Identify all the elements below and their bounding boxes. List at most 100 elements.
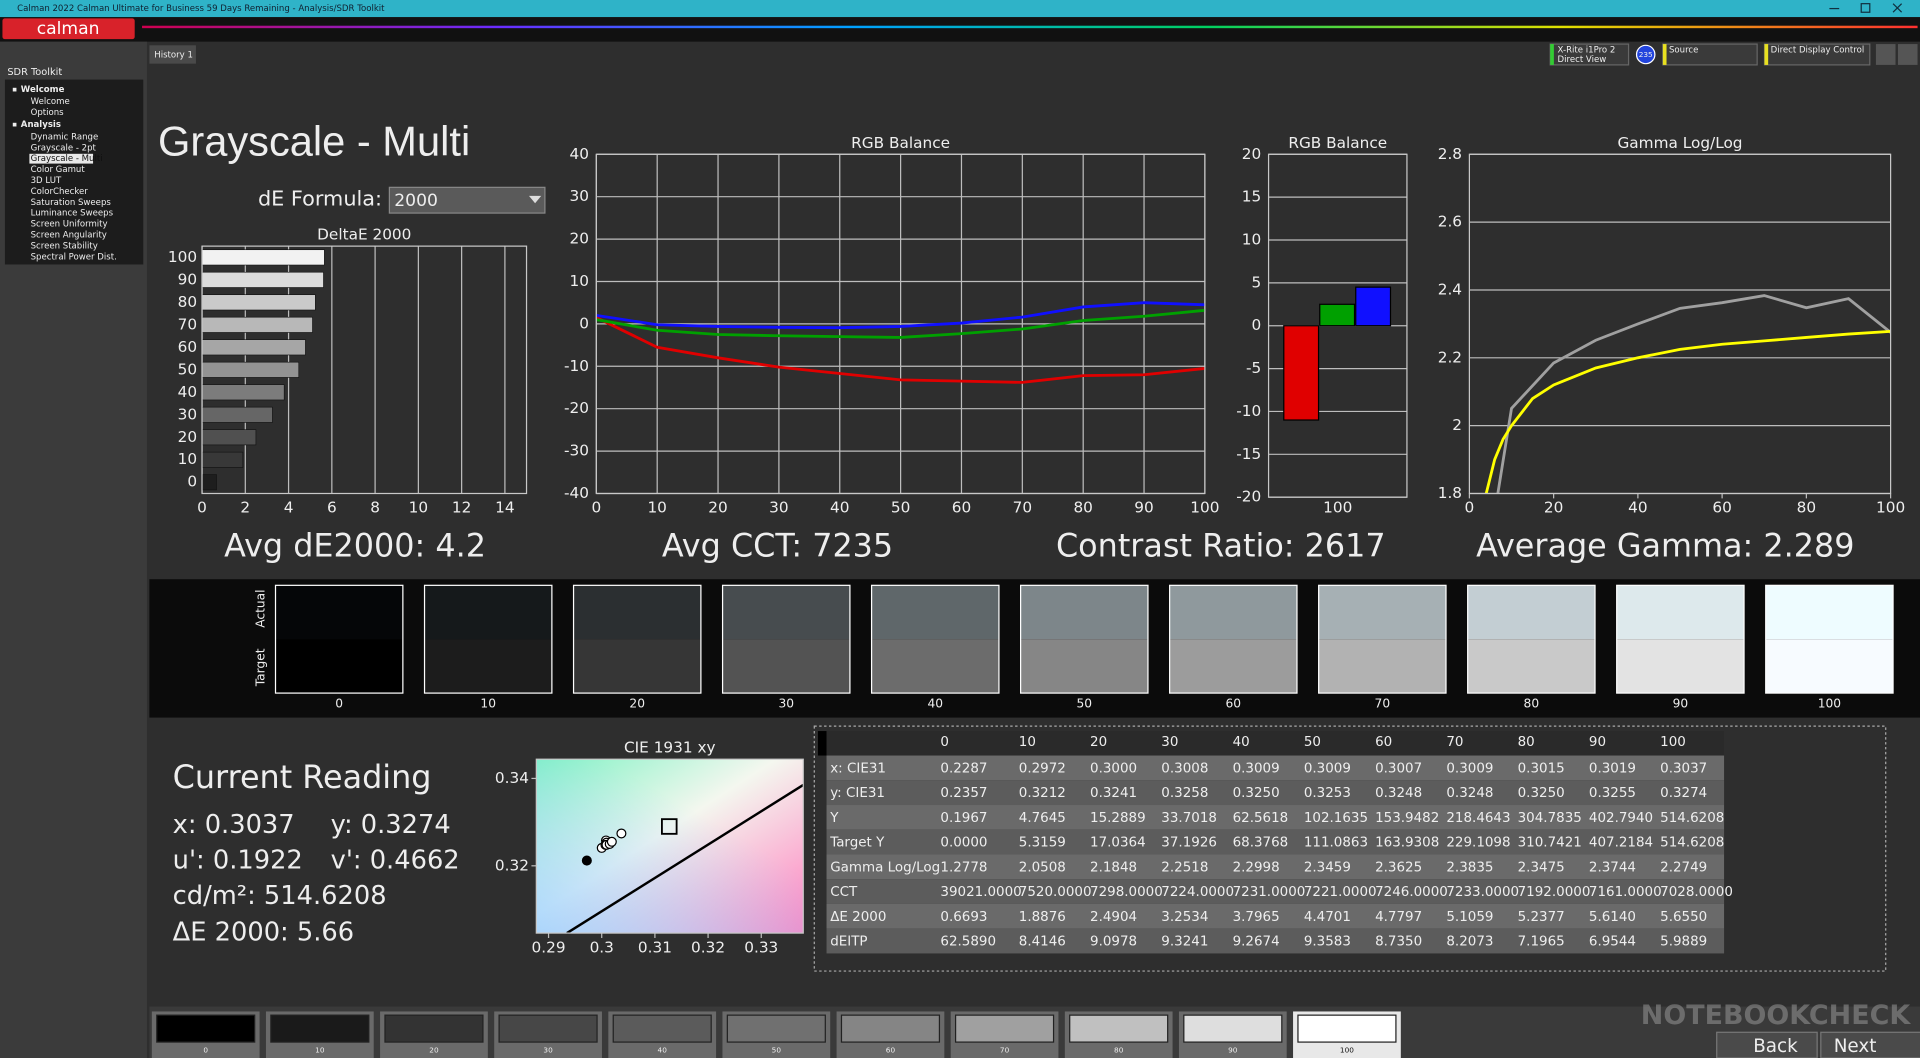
x-tick-label: 0.31 bbox=[638, 938, 672, 956]
swatch-row-label: Target bbox=[253, 648, 267, 687]
tab[interactable] bbox=[149, 45, 196, 64]
x-tick-label: 40 bbox=[1628, 499, 1647, 517]
table-cell: 2.2749 bbox=[1660, 860, 1707, 875]
swatch-border bbox=[870, 584, 1000, 694]
window-controls[interactable] bbox=[1829, 3, 1903, 13]
settings-button[interactable] bbox=[1897, 44, 1918, 65]
swatch-target bbox=[1765, 639, 1894, 694]
tree-group[interactable]: Analysis bbox=[21, 120, 61, 130]
table-cell: 7246.0000 bbox=[1375, 885, 1448, 900]
y-tick-label: 20 bbox=[1242, 145, 1261, 163]
tree-item[interactable]: Options bbox=[31, 108, 65, 118]
y-tick-label: 2 bbox=[1452, 416, 1462, 434]
chart-title: CIE 1931 xy bbox=[624, 739, 716, 757]
x-tick-label: 14 bbox=[495, 499, 514, 517]
de-formula-value: 2000 bbox=[394, 191, 438, 211]
table-header: 30 bbox=[1161, 735, 1178, 750]
table-cell: 0.3248 bbox=[1446, 786, 1493, 801]
settings-button[interactable] bbox=[1875, 44, 1896, 65]
plot-area bbox=[1469, 154, 1891, 494]
table-cell: 2.4904 bbox=[1090, 910, 1137, 925]
logo-button[interactable] bbox=[2, 18, 135, 40]
swatch-label: 80 bbox=[1524, 697, 1540, 711]
table-row-label: dEITP bbox=[830, 935, 867, 950]
x-tick-label: 50 bbox=[891, 499, 910, 517]
plot-frame bbox=[1468, 153, 1892, 495]
table-cell: 0.3255 bbox=[1589, 786, 1636, 801]
swatch-actual bbox=[722, 585, 850, 640]
rainbow-line bbox=[142, 25, 1918, 29]
tree-item[interactable]: Spectral Power Dist. bbox=[31, 252, 117, 262]
source-label: Source bbox=[1669, 46, 1698, 56]
table-cell: 407.2184 bbox=[1589, 836, 1653, 851]
swatch-label: 60 bbox=[1226, 697, 1242, 711]
table-row-label: Target Y bbox=[829, 836, 885, 851]
de-formula-dropdown[interactable] bbox=[388, 186, 546, 214]
sidebar-title: SDR Toolkit bbox=[7, 67, 62, 78]
bar bbox=[201, 339, 306, 356]
tree-item[interactable]: Screen Stability bbox=[31, 241, 98, 251]
tree-item[interactable]: Grayscale - 2pt bbox=[31, 143, 97, 153]
bar bbox=[201, 451, 244, 468]
table-row-label: CCT bbox=[830, 885, 858, 900]
swatch-label: 30 bbox=[778, 697, 794, 711]
table-cell: 68.3768 bbox=[1233, 836, 1289, 851]
patch-label: 80 bbox=[1114, 1046, 1124, 1055]
table-frame bbox=[813, 725, 1887, 972]
x-tick-label: 10 bbox=[647, 499, 666, 517]
y-tick-label: 30 bbox=[178, 405, 197, 423]
tree-item[interactable]: Grayscale - Multi bbox=[31, 154, 103, 164]
table-cell: 0.3019 bbox=[1589, 761, 1636, 776]
y-tick-label: 70 bbox=[178, 315, 197, 333]
swatch-border bbox=[1467, 584, 1596, 694]
x-tick-label: 0 bbox=[591, 499, 601, 517]
table-header: 80 bbox=[1518, 735, 1535, 750]
table-cell: 514.6208 bbox=[1660, 836, 1724, 851]
tree-item[interactable]: ColorChecker bbox=[31, 187, 89, 197]
menu-bar bbox=[0, 17, 1920, 42]
tree-item[interactable]: Color Gamut bbox=[31, 165, 86, 175]
meter-badge bbox=[1635, 44, 1656, 65]
nav-button[interactable] bbox=[1716, 1031, 1818, 1058]
swatch-target bbox=[1318, 639, 1446, 694]
tree-item[interactable]: Luminance Sweeps bbox=[31, 209, 114, 219]
y-tick-label: 90 bbox=[178, 270, 197, 288]
table-cell: 7192.0000 bbox=[1518, 885, 1591, 900]
patch-swatch bbox=[1297, 1014, 1397, 1043]
chart: Gamma Log/Log 0 20 40 60 80 100 1.8 2 2.2 2.4 2.6 2.… bbox=[1438, 134, 1906, 517]
swatch-actual bbox=[1616, 585, 1745, 640]
table-row-label: x: CIE31 bbox=[830, 761, 886, 776]
swatch-border bbox=[1318, 584, 1447, 694]
tree-item[interactable]: Dynamic Range bbox=[31, 132, 99, 142]
table-cell: 0.3212 bbox=[1019, 786, 1066, 801]
table-cell: 514.6208 bbox=[1660, 811, 1724, 826]
tree-item[interactable]: Welcome bbox=[31, 97, 70, 107]
summary-stat: Average Gamma: 2.289 bbox=[1476, 526, 1854, 564]
nav-button[interactable] bbox=[1820, 1031, 1920, 1058]
table-cell: 8.4146 bbox=[1019, 935, 1066, 950]
swatch-actual bbox=[573, 585, 701, 640]
swatch-border bbox=[423, 584, 553, 694]
table-cell: 0.3037 bbox=[1660, 761, 1707, 776]
chart-title: DeltaE 2000 bbox=[317, 226, 411, 244]
table-row-label: ΔE 2000 bbox=[830, 910, 886, 925]
patch-label: 100 bbox=[1340, 1046, 1354, 1055]
chart-title: Gamma Log/Log bbox=[1617, 134, 1742, 152]
tree-item[interactable]: Screen Angularity bbox=[31, 230, 107, 240]
table-cell: 62.5890 bbox=[940, 935, 996, 950]
tree-group[interactable]: Welcome bbox=[21, 85, 65, 95]
table-cell: 37.1926 bbox=[1161, 836, 1217, 851]
x-tick-label: 100 bbox=[1190, 499, 1219, 517]
swatch-target bbox=[1467, 639, 1596, 694]
tree-item[interactable]: Screen Uniformity bbox=[31, 220, 108, 230]
tree-selection bbox=[29, 153, 94, 164]
table-header: 0 bbox=[940, 735, 949, 750]
x-tick-label: 40 bbox=[830, 499, 849, 517]
reading-value: v': 0.4662 bbox=[331, 845, 460, 875]
table-cell: 2.3625 bbox=[1375, 860, 1422, 875]
sidebar-tree bbox=[4, 79, 144, 265]
tree-item[interactable]: 3D LUT bbox=[31, 176, 62, 186]
tree-item[interactable]: Saturation Sweeps bbox=[31, 198, 112, 208]
y-tick-label: -40 bbox=[564, 484, 589, 502]
x-tick-label: 80 bbox=[1073, 499, 1092, 517]
